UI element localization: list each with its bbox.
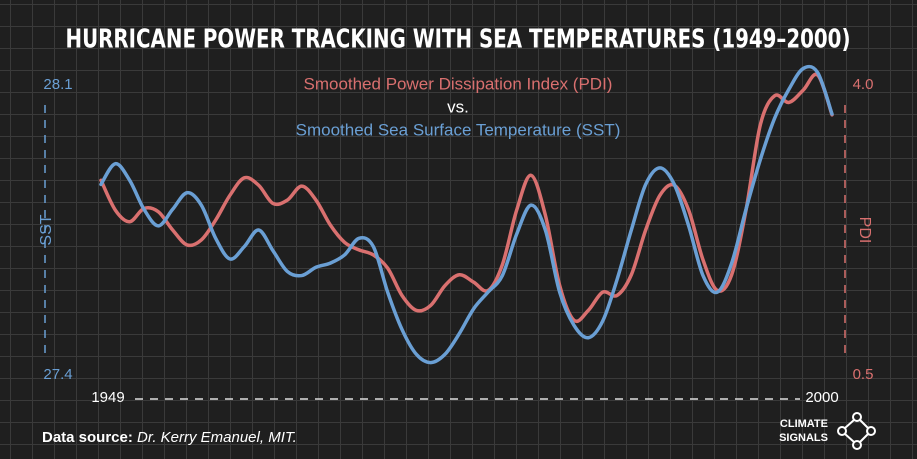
subtitle-pdi: Smoothed Power Dissipation Index (PDI): [304, 74, 613, 93]
logo-text: CLIMATE: [780, 418, 828, 430]
series-line: [99, 64, 834, 365]
subtitle-sst: Smoothed Sea Surface Temperature (SST): [296, 120, 621, 139]
logo-icon: [837, 412, 876, 450]
source: Data source: Dr. Kerry Emanuel, MIT.: [42, 429, 297, 446]
x-tick-label: 1949: [91, 389, 124, 406]
chart-title: HURRICANE POWER TRACKING WITH SEA TEMPER…: [66, 25, 851, 55]
y2-tick-label: 0.5: [853, 366, 874, 383]
subtitle-vs: vs.: [447, 97, 469, 116]
y-axis-title: SST: [38, 214, 55, 245]
y-tick-label: 27.4: [43, 366, 72, 383]
logo-text: SIGNALS: [779, 432, 828, 444]
source-text: Dr. Kerry Emanuel, MIT.: [137, 429, 297, 446]
series-line: [99, 72, 834, 324]
source-label: Data source:: [42, 429, 133, 446]
y-tick-label: 28.1: [43, 76, 72, 93]
x-tick-label: 2000: [805, 389, 838, 406]
y2-axis-title: PDI: [856, 217, 873, 244]
y2-tick-label: 4.0: [853, 76, 874, 93]
